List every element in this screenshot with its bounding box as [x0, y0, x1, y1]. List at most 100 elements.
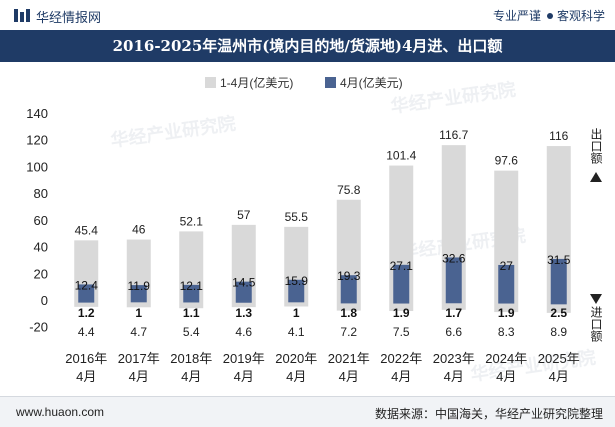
bar-import-month: [445, 301, 462, 304]
legend-item-cumulative: 1-4月(亿美元): [205, 74, 293, 91]
data-label-export-cumulative: 116: [549, 129, 568, 143]
data-label-import-cumulative: 7.2: [340, 325, 357, 339]
footer-url: www.huaon.com: [16, 405, 105, 419]
data-label-import-month: 1.7: [445, 306, 462, 320]
x-tick-label: 4月: [234, 369, 254, 384]
data-label-import-month: 1: [135, 306, 142, 320]
bar-export-month: [288, 279, 305, 301]
data-label-import-month: 1.2: [78, 306, 95, 320]
tagline-right: 客观科学: [556, 9, 605, 23]
import-side-label: 进口额: [588, 306, 605, 342]
down-arrow-icon: [590, 294, 602, 304]
data-label-import-cumulative: 4.6: [235, 325, 252, 339]
data-label-import-month: 2.5: [550, 306, 567, 320]
data-label-import-month: 1.9: [498, 306, 515, 320]
chart-title: 2016-2025年温州市(境内目的地/货源地)4月进、出口额: [112, 37, 503, 55]
data-label-export-cumulative: 116.7: [439, 128, 468, 142]
brand-logo-icon: [14, 9, 30, 22]
tagline: 专业严谨 客观科学: [493, 7, 605, 24]
bar-import-cumulative: [284, 301, 309, 307]
y-tick-label: -20: [29, 320, 48, 335]
data-label-export-cumulative: 57: [237, 208, 251, 222]
bar-import-cumulative: [126, 301, 151, 308]
data-label-export-month: 12.4: [75, 278, 99, 292]
export-side-label: 出口额: [588, 128, 605, 164]
x-tick-label: 4月: [181, 369, 201, 384]
x-tick-label: 2018年: [170, 351, 212, 366]
bar-export-month: [445, 257, 462, 301]
data-label-export-month: 27.1: [390, 259, 414, 273]
title-bar: 2016-2025年温州市(境内目的地/货源地)4月进、出口额: [0, 30, 615, 62]
bar-export-month: [498, 264, 515, 301]
y-tick-label: 40: [34, 240, 48, 255]
bar-import-cumulative: [389, 301, 414, 312]
data-label-export-cumulative: 97.6: [495, 154, 519, 168]
x-tick-label: 4月: [286, 369, 306, 384]
x-tick-label: 4月: [444, 369, 464, 384]
bar-import-month: [235, 301, 252, 303]
bar-export-month: [130, 285, 147, 301]
data-label-import-cumulative: 8.9: [550, 325, 567, 339]
legend-label-cumulative: 1-4月(亿美元): [220, 76, 294, 90]
x-tick-label: 4月: [496, 369, 516, 384]
data-label-export-month: 19.3: [337, 269, 361, 283]
bar-import-cumulative: [74, 301, 99, 307]
x-tick-label: 2021年: [328, 351, 370, 366]
x-tick-label: 2023年: [433, 351, 475, 366]
data-label-export-month: 27: [500, 259, 514, 273]
data-label-import-month: 1.1: [183, 306, 200, 320]
bar-import-cumulative: [179, 301, 204, 309]
footer: www.huaon.com 数据来源：中国海关，华经产业研究院整理: [0, 396, 615, 427]
export-label-text: 出口额: [589, 128, 603, 164]
bar-export-month: [78, 284, 95, 301]
data-label-export-cumulative: 55.5: [285, 210, 309, 224]
data-label-export-month: 12.1: [180, 279, 204, 293]
bar-import-month: [130, 301, 147, 303]
bar-import-cumulative: [546, 301, 571, 313]
chart-canvas: -20 0 20 40 60 80 100 120 140 45.4 12.4 1.2 4.4 2016年…: [26, 106, 580, 384]
x-tick-label: 2016年: [65, 351, 107, 366]
data-label-export-month: 11.9: [128, 279, 151, 293]
data-label-export-cumulative: 101.4: [386, 149, 416, 163]
bar-export-month: [235, 281, 252, 301]
data-label-export-month: 31.5: [547, 253, 571, 267]
x-tick-label: 2025年: [538, 351, 580, 366]
up-arrow-icon: [590, 172, 602, 182]
data-label-import-cumulative: 4.7: [130, 325, 147, 339]
bar-export-month: [340, 275, 357, 301]
data-label-import-cumulative: 8.3: [498, 325, 515, 339]
bar-import-month: [393, 301, 410, 304]
data-label-export-cumulative: 75.8: [337, 183, 361, 197]
bar-import-cumulative: [494, 301, 519, 313]
data-label-import-cumulative: 5.4: [183, 325, 200, 339]
x-tick-label: 2017年: [118, 351, 160, 366]
import-label-text: 进口额: [589, 306, 603, 342]
x-tick-label: 4月: [339, 369, 359, 384]
data-label-export-cumulative: 52.1: [180, 214, 204, 228]
bar-import-cumulative: [231, 301, 256, 308]
y-tick-label: 80: [34, 186, 48, 201]
data-label-export-month: 32.6: [442, 251, 466, 265]
x-tick-label: 4月: [549, 369, 569, 384]
bar-import-month: [288, 301, 305, 303]
bar-import-month: [78, 301, 95, 303]
data-label-import-month: 1.9: [393, 306, 410, 320]
x-tick-label: 4月: [391, 369, 411, 384]
bar-import-month: [340, 301, 357, 304]
x-tick-label: 2019年: [223, 351, 265, 366]
data-label-export-month: 14.5: [232, 276, 256, 290]
footer-source: 数据来源：中国海关，华经产业研究院整理: [374, 407, 603, 421]
data-label-export-month: 15.9: [285, 274, 309, 288]
data-label-import-cumulative: 6.6: [445, 325, 462, 339]
tagline-left: 专业严谨: [492, 9, 541, 23]
bar-export-month: [393, 264, 410, 301]
x-tick-label: 2024年: [485, 351, 527, 366]
x-tick-label: 2020年: [275, 351, 317, 366]
bar-import-month: [498, 301, 515, 304]
y-tick-label: 100: [26, 159, 48, 174]
bar-export-month: [550, 258, 567, 301]
legend-item-month: 4月(亿美元): [325, 74, 403, 91]
data-label-import-month: 1.8: [340, 306, 357, 320]
data-label-import-cumulative: 7.5: [393, 325, 410, 339]
data-label-export-cumulative: 46: [132, 223, 146, 237]
